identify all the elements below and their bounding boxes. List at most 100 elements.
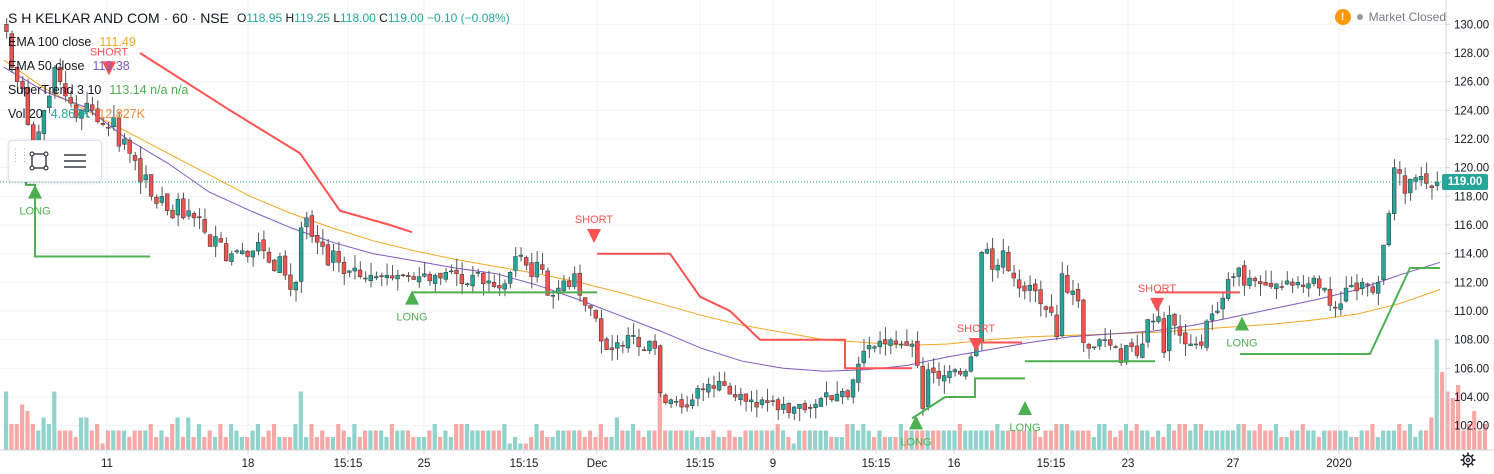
candle-body: [73, 104, 79, 118]
candle-body: [256, 241, 261, 252]
candle-body: [1140, 343, 1145, 358]
volume-bar: [1059, 424, 1064, 450]
candle-body: [1086, 344, 1091, 349]
candle-body: [765, 400, 770, 403]
exchange-label: NSE: [200, 10, 229, 26]
indicator-name: EMA 50 close: [8, 59, 85, 73]
candle-body: [315, 235, 320, 243]
indicator-ema50[interactable]: EMA 50 close 113.38: [8, 54, 510, 78]
candle-body: [791, 406, 797, 414]
symbol-title[interactable]: S H KELKAR AND COM · 60 · NSE: [8, 10, 229, 26]
symbol-name: S H KELKAR AND COM: [8, 10, 160, 26]
volume-bar: [1450, 398, 1455, 450]
candle-body: [181, 198, 186, 219]
signal-label: SHORT: [90, 46, 129, 58]
candle-body: [390, 275, 395, 279]
volume-bar: [764, 430, 770, 450]
volume-bar: [159, 430, 164, 450]
volume-bar: [1139, 430, 1145, 450]
volume-bar: [212, 437, 218, 450]
candle-body: [904, 341, 909, 346]
candle-body: [148, 174, 154, 197]
volume-bar: [1113, 437, 1118, 450]
candle-body: [288, 274, 293, 290]
volume-bar: [668, 430, 673, 450]
candle-body: [732, 394, 738, 398]
volume-bar: [920, 430, 925, 450]
candle-body: [690, 399, 695, 406]
indicator-value: 111.49: [99, 35, 136, 49]
short-marker-icon: [587, 229, 601, 244]
volume-bar: [861, 424, 866, 450]
candle-body: [818, 398, 824, 407]
volume-bar: [941, 430, 946, 450]
signal-label: LONG: [1009, 422, 1040, 434]
indicator-ema100[interactable]: EMA 100 close 111.49: [8, 30, 510, 54]
candle-body: [1215, 310, 1220, 313]
candle-body: [1059, 273, 1065, 337]
candle-body: [368, 274, 373, 282]
volume-bar: [229, 424, 234, 450]
candle-body: [223, 243, 229, 262]
drag-handle-icon[interactable]: ⋮⋮ ⋮⋮: [11, 147, 29, 163]
change-value: −0.10 (−0.08%): [426, 11, 510, 25]
volume-bar: [555, 430, 561, 450]
volume-bar: [1252, 430, 1257, 450]
candle-body: [1220, 297, 1225, 310]
candle-body: [1027, 284, 1033, 291]
supertrend-short-line: [597, 252, 912, 370]
candle-body: [234, 250, 240, 253]
candle-body: [465, 283, 470, 286]
volume-bar: [797, 430, 802, 450]
candle-body: [202, 219, 207, 233]
candle-body: [1381, 244, 1386, 280]
volume-bar: [1311, 430, 1316, 450]
candle-body: [422, 273, 427, 277]
time-tick-label: 25: [418, 458, 431, 470]
candle-body: [995, 264, 1000, 271]
candle-body: [122, 138, 127, 145]
indicator-supertrend[interactable]: SuperTrend 3 10 113.14 n/a n/a: [8, 78, 510, 102]
candle-body: [1231, 276, 1236, 278]
candle-body: [1284, 280, 1290, 285]
short-marker-icon: [102, 61, 116, 76]
time-tick-label: 15:15: [862, 458, 891, 470]
rectangle-tool-icon[interactable]: [21, 143, 57, 179]
candle-body: [599, 318, 604, 342]
candle-body: [272, 259, 277, 272]
volume-bar: [341, 430, 346, 450]
candle-body: [100, 123, 106, 125]
volume-bar: [277, 437, 282, 450]
candle-body: [1183, 332, 1188, 345]
candle-body: [52, 67, 57, 94]
volume-bar: [700, 437, 705, 450]
volume-bar: [534, 424, 539, 450]
volume-bar: [282, 437, 287, 450]
price-tick-label: 118.00: [1454, 191, 1488, 203]
volume-bar: [1172, 430, 1177, 450]
volume-bar: [325, 437, 330, 450]
candle-body: [266, 251, 272, 263]
candle-body: [154, 196, 159, 204]
high-value: 119.25: [294, 11, 330, 25]
candle-body: [1156, 316, 1161, 322]
settings-lines-icon[interactable]: [57, 143, 93, 179]
volume-bar: [1086, 430, 1091, 450]
price-tick-label: 106.00: [1454, 363, 1489, 375]
indicator-volume[interactable]: Vol 20 4.867K 12.827K: [8, 102, 510, 126]
gear-icon[interactable]: [1460, 452, 1476, 468]
volume-bar: [314, 437, 319, 450]
supertrend-long-line: [911, 377, 1025, 420]
candle-body: [1263, 282, 1268, 286]
candle-body: [1375, 282, 1381, 294]
volume-bar: [411, 437, 416, 450]
price-tick-label: 104.00: [1454, 392, 1489, 404]
time-axis: 11 18 15:15 25 15:15 Dec 15:15 9 15:15 16 15:15 23 2…: [101, 450, 1352, 470]
candle-body: [882, 339, 888, 345]
volume-bar: [255, 424, 260, 450]
candle-body: [674, 401, 679, 403]
warning-icon[interactable]: !: [1334, 9, 1351, 25]
candle-body: [797, 403, 802, 409]
price-tick-label: 124.00: [1454, 105, 1489, 117]
